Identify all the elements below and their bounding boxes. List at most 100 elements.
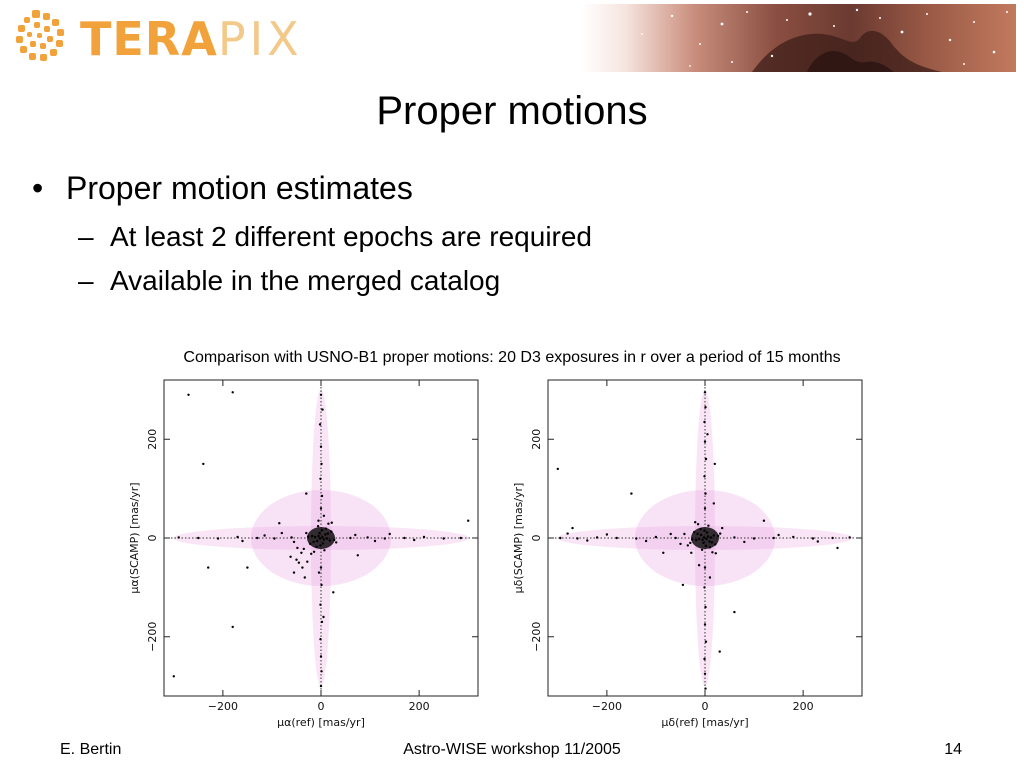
x-axis-label: μδ(ref) [mas/yr] — [661, 716, 748, 728]
data-point — [717, 534, 720, 538]
sub-bullet-marker: – — [78, 221, 94, 252]
data-point — [792, 535, 795, 539]
data-point — [319, 393, 323, 396]
data-point — [187, 393, 190, 396]
data-point — [305, 492, 308, 495]
data-point — [704, 687, 707, 690]
data-point — [615, 536, 618, 540]
scatter-plot-ra-canvas: −200 0 200 −200 0 200 μα(ref) [mas/yr] μα(SCAMP… — [128, 379, 479, 729]
data-point — [297, 561, 301, 564]
data-point — [654, 535, 658, 539]
data-point — [328, 539, 331, 542]
data-point — [313, 535, 317, 539]
data-point — [721, 526, 724, 530]
data-point — [703, 440, 707, 443]
data-point — [762, 519, 766, 522]
data-point — [349, 536, 352, 540]
data-point — [278, 522, 281, 525]
data-point — [320, 462, 323, 466]
data-point — [289, 555, 292, 558]
data-point — [256, 536, 259, 540]
data-point — [231, 625, 234, 629]
data-point — [714, 552, 717, 555]
y-tick-label: 0 — [530, 535, 543, 542]
data-point — [317, 571, 321, 574]
x-tick-label: 200 — [409, 700, 430, 713]
data-point — [373, 539, 377, 543]
data-point — [691, 538, 694, 541]
data-point — [703, 507, 707, 510]
y-tick-label: −200 — [530, 622, 543, 652]
data-point — [711, 551, 714, 554]
data-point — [772, 536, 775, 540]
data-point — [322, 538, 326, 541]
data-point — [662, 551, 665, 554]
data-point — [576, 537, 579, 540]
data-point — [324, 533, 327, 536]
data-point — [459, 536, 462, 540]
data-point — [605, 533, 609, 536]
data-point — [690, 551, 693, 554]
bullet-text: Proper motion estimates — [66, 170, 413, 206]
data-point — [704, 457, 708, 461]
data-point — [315, 545, 318, 549]
data-point — [777, 533, 780, 537]
data-point — [679, 542, 682, 546]
data-point — [236, 535, 239, 539]
data-point — [327, 522, 330, 525]
data-point — [816, 540, 819, 543]
data-point — [290, 536, 293, 539]
scatter-plot-dec-canvas: −200 0 200 −200 0 200 μδ(ref) [mas/yr] μδ(SCAMP… — [512, 379, 863, 729]
y-axis-label: μδ(SCAMP) [mas/yr] — [512, 483, 525, 594]
data-point — [292, 540, 296, 544]
data-point — [273, 537, 276, 540]
scatter-plot-ra: −200 0 200 −200 0 200 μα(ref) [mas/yr] μα(SCAMP… — [126, 376, 492, 733]
data-point — [383, 537, 386, 540]
data-point — [202, 462, 205, 466]
data-point — [292, 571, 296, 574]
data-point — [321, 408, 324, 411]
data-point — [318, 531, 321, 535]
footer-page-number: 14 — [944, 741, 962, 758]
data-point — [354, 533, 357, 537]
y-tick-label: 200 — [530, 429, 543, 450]
data-point — [320, 620, 324, 624]
data-point — [703, 420, 706, 424]
data-point — [413, 538, 416, 542]
data-point — [321, 535, 324, 539]
data-point — [301, 566, 304, 569]
data-point — [322, 514, 326, 517]
data-point — [303, 576, 306, 579]
data-point — [718, 650, 721, 653]
data-point — [231, 391, 234, 394]
data-point — [693, 530, 696, 534]
sub-bullet-item: – At least 2 different epochs are require… — [78, 220, 592, 254]
figure-caption: Comparison with USNO-B1 proper motions: … — [183, 349, 841, 366]
data-point — [836, 546, 839, 550]
data-point — [333, 538, 336, 542]
data-point — [702, 541, 705, 545]
data-point — [704, 605, 707, 609]
logo-text-tera: TERA — [80, 12, 218, 66]
data-point — [703, 475, 706, 478]
data-point — [403, 536, 406, 540]
data-point — [312, 550, 316, 553]
bullet-marker: • — [32, 170, 44, 206]
data-point — [696, 523, 700, 526]
data-point — [699, 533, 703, 537]
x-tick-label: 0 — [318, 700, 325, 713]
data-point — [388, 532, 391, 536]
data-point — [704, 406, 707, 409]
data-point — [319, 566, 323, 569]
data-point — [442, 537, 445, 540]
x-axis-label: μα(ref) [mas/yr] — [277, 716, 365, 728]
data-point — [321, 542, 325, 545]
data-point — [708, 576, 712, 579]
data-point — [704, 640, 708, 643]
data-point — [703, 657, 706, 661]
bullet-item: • Proper motion estimates — [32, 168, 413, 208]
data-point — [571, 526, 574, 530]
data-point — [712, 534, 715, 537]
data-point — [702, 536, 706, 539]
data-point — [559, 536, 562, 540]
